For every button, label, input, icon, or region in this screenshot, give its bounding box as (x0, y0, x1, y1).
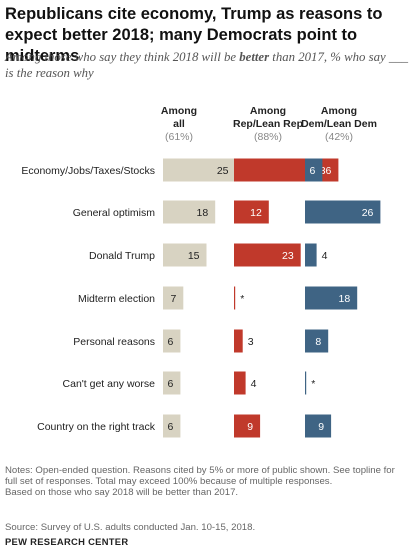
bar (163, 414, 181, 438)
bar (234, 200, 269, 224)
note-line: Notes: Open-ended question. Reasons cite… (5, 465, 395, 476)
column-header: Among (250, 105, 286, 117)
bar-value-label: 6 (168, 378, 174, 390)
bar (234, 329, 243, 353)
bar (305, 371, 307, 395)
column-subheader: (88%) (254, 131, 282, 143)
category-label: Midterm election (78, 293, 155, 305)
category-label: Can't get any worse (63, 378, 156, 390)
bar (163, 371, 181, 395)
bar (163, 158, 236, 182)
column-subheader: (61%) (165, 131, 193, 143)
bar-value-label: 7 (170, 293, 176, 305)
bar-value-label: 4 (251, 378, 257, 390)
bar-value-label: 6 (310, 165, 316, 177)
bar (234, 243, 301, 267)
bar (163, 243, 207, 267)
bar-value-label: 15 (188, 250, 200, 262)
bar-value-label: 6 (168, 421, 174, 433)
bar (305, 414, 332, 438)
category-label: Country on the right track (37, 421, 156, 433)
bar-value-label: * (311, 378, 315, 390)
category-label: Personal reasons (73, 336, 155, 348)
bar (305, 243, 317, 267)
bar-value-label: 9 (247, 421, 253, 433)
bar (163, 286, 184, 310)
chart-title: Republicans cite economy, Trump as reaso… (5, 5, 383, 65)
column-header: Rep/Lean Rep (233, 118, 303, 130)
bar-value-label: 18 (197, 207, 209, 219)
subtitle-before: Among those who say they think 2018 will… (5, 50, 240, 64)
chart-subtitle: Among those who say they think 2018 will… (5, 49, 415, 81)
bar-value-label: 6 (168, 336, 174, 348)
bar-value-label: 23 (282, 250, 294, 262)
bar-value-label: * (240, 293, 244, 305)
category-label: General optimism (73, 207, 156, 219)
bar (305, 286, 358, 310)
chart-source: Source: Survey of U.S. adults conducted … (5, 522, 256, 533)
bar (234, 371, 246, 395)
bar-value-label: 36 (320, 165, 332, 177)
bar-value-label: 25 (217, 165, 229, 177)
subtitle-after: than 2017, % who say ___ is the reason w… (5, 50, 409, 80)
column-header: all (173, 118, 185, 130)
column-header: Among (161, 105, 197, 117)
bar (234, 286, 236, 310)
bar (234, 414, 261, 438)
bar-value-label: 3 (248, 336, 254, 348)
bar-value-label: 18 (339, 293, 351, 305)
bar-value-label: 12 (250, 207, 262, 219)
note-line: full set of responses. Total may exceed … (5, 476, 333, 488)
chart-notes: Notes: Open-ended question. Reasons cite… (5, 465, 417, 499)
bar (163, 329, 181, 353)
bar (305, 200, 381, 224)
column-header: Among (321, 105, 357, 117)
bar (305, 329, 329, 353)
note-line: Based on those who say 2018 will be bett… (5, 487, 239, 499)
bar-value-label: 9 (318, 421, 324, 433)
column-header: Dem/Lean Dem (301, 118, 377, 130)
brand-name: PEW RESEARCH CENTER (5, 536, 129, 547)
column-subheader: (42%) (325, 131, 353, 143)
bar-value-label: 26 (362, 207, 374, 219)
bar-value-label: 4 (322, 250, 328, 262)
bar (163, 200, 216, 224)
bar-value-label: 8 (315, 336, 321, 348)
category-label: Economy/Jobs/Taxes/Stocks (21, 165, 155, 177)
bar (305, 158, 323, 182)
category-label: Donald Trump (89, 250, 155, 262)
subtitle-emphasis: better (239, 50, 270, 64)
